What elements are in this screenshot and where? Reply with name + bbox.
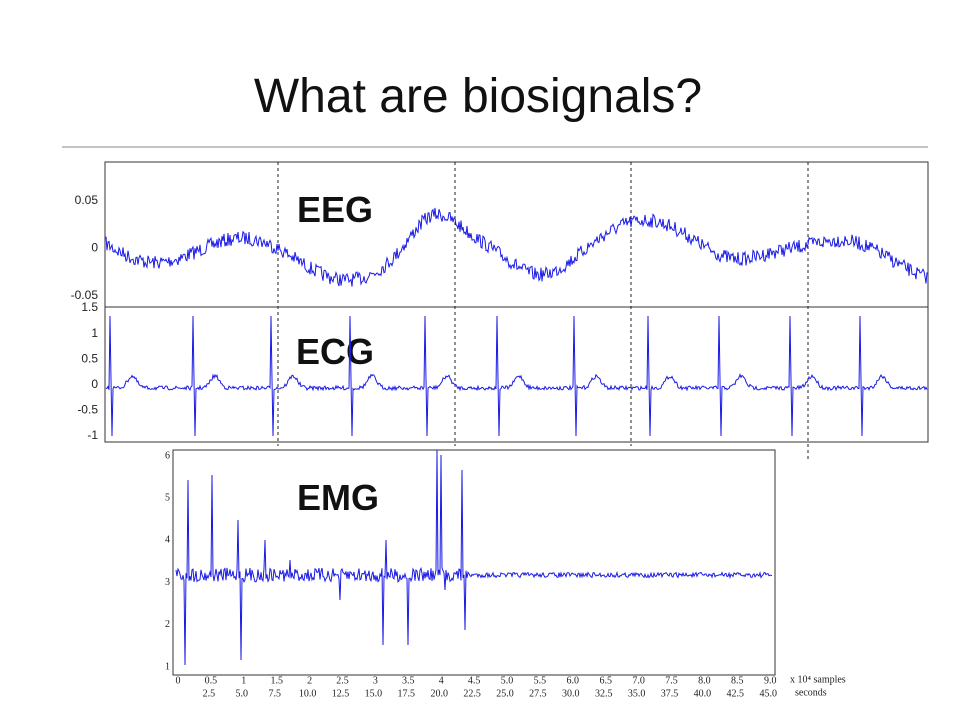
emg-seconds-label: 42.5 (727, 688, 745, 699)
eeg-y-tick-label: 0 (91, 241, 98, 255)
emg-y-tick-label: 6 (165, 450, 170, 461)
emg-y-tick-label: 3 (165, 577, 170, 588)
ecg-axes (104, 306, 929, 443)
emg-x-tick-label: 0 (176, 675, 181, 686)
emg-seconds-label: 2.5 (203, 688, 216, 699)
emg-seconds-label: 15.0 (365, 688, 383, 699)
emg-x-tick-label: 0.5 (205, 675, 218, 686)
ecg-y-tick-label: -1 (87, 428, 98, 442)
eeg-waveform (105, 207, 928, 287)
emg-seconds-label: 40.0 (694, 688, 712, 699)
emg-seconds-label: 37.5 (661, 688, 679, 699)
emg-x-tick-label: 7.5 (665, 675, 678, 686)
emg-seconds-label: 45.0 (759, 688, 777, 699)
emg-label: EMG (297, 477, 379, 518)
ecg-y-tick-label: 0 (91, 377, 98, 391)
emg-x-tick-label: 2 (307, 675, 312, 686)
emg-x-tick-label: 3 (373, 675, 378, 686)
ecg-waveform (105, 315, 928, 437)
eeg-y-tick-label: -0.05 (71, 288, 99, 302)
emg-seconds-label: 10.0 (299, 688, 317, 699)
emg-x-tick-label: 4.5 (468, 675, 481, 686)
emg-x-tick-label: 2.5 (336, 675, 349, 686)
emg-y-tick-label: 4 (165, 535, 170, 546)
emg-x-tick-label: 7.0 (632, 675, 645, 686)
emg-x-tick-label: 5.0 (501, 675, 514, 686)
emg-seconds-label: 20.0 (430, 688, 448, 699)
ecg-y-tick-label: -0.5 (77, 403, 98, 417)
emg-x-tick-label: 1 (241, 675, 246, 686)
dashed-separators (277, 162, 809, 460)
emg-seconds-label: 30.0 (562, 688, 580, 699)
emg-y-tick-label: 1 (165, 661, 170, 672)
emg-seconds-label: 22.5 (463, 688, 481, 699)
emg-seconds-label: 12.5 (332, 688, 350, 699)
eeg-ecg-figure (104, 161, 929, 460)
emg-seconds-label: 32.5 (595, 688, 613, 699)
eeg-label: EEG (297, 189, 373, 230)
emg-seconds-label: 7.5 (268, 688, 281, 699)
emg-seconds-label: 5.0 (236, 688, 249, 699)
emg-seconds-label: 25.0 (496, 688, 514, 699)
emg-seconds-label: 35.0 (628, 688, 646, 699)
emg-waveform (175, 449, 773, 666)
ecg-label: ECG (296, 331, 374, 372)
emg-x-tick-label: 3.5 (402, 675, 415, 686)
emg-x-tick-label: 6.0 (567, 675, 580, 686)
emg-x-tick-label: 8.5 (731, 675, 744, 686)
eeg-y-tick-label: 0.05 (75, 193, 99, 207)
emg-x-tick-label: 1.5 (270, 675, 283, 686)
emg-x-tick-label: 9.0 (764, 675, 777, 686)
emg-y-tick-label: 5 (165, 492, 170, 503)
emg-x-tick-label: 8.0 (698, 675, 711, 686)
emg-x-tick-label: 4 (439, 675, 444, 686)
emg-seconds-label: 27.5 (529, 688, 547, 699)
ecg-y-tick-label: 1 (91, 326, 98, 340)
emg-x-tick-label: 6.5 (599, 675, 612, 686)
emg-axes (172, 449, 776, 676)
ecg-y-tick-label: 1.5 (81, 300, 98, 314)
emg-x-tick-label: 5.5 (534, 675, 547, 686)
seconds-label: seconds (795, 687, 827, 698)
samples-label: x 10⁴ samples (790, 674, 846, 685)
emg-y-tick-label: 2 (165, 619, 170, 630)
emg-seconds-label: 17.5 (398, 688, 416, 699)
ecg-y-tick-label: 0.5 (81, 351, 98, 365)
slide-title: What are biosignals? (254, 70, 702, 123)
